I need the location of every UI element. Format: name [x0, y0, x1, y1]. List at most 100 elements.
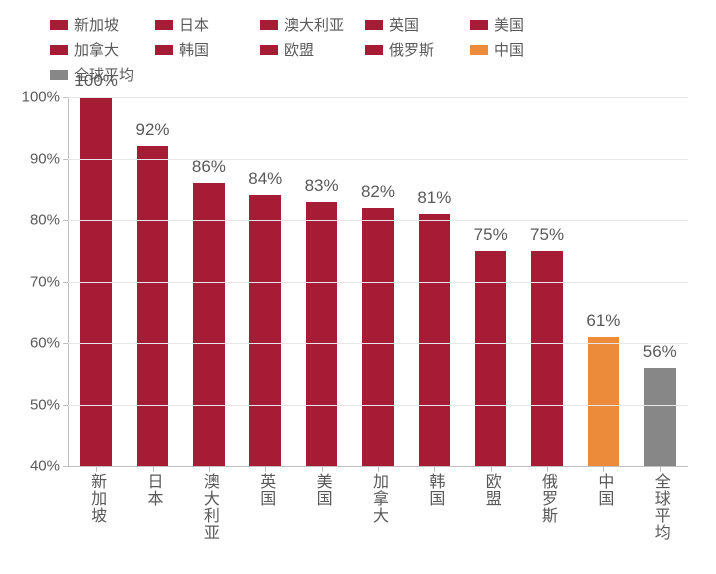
- legend-swatch: [470, 45, 488, 55]
- x-axis-label: 加拿大: [366, 473, 390, 541]
- x-axis-label: 全球平均: [648, 473, 672, 541]
- legend-item: 英国: [365, 14, 470, 35]
- x-tick-mark: [322, 467, 323, 472]
- gridline: [68, 97, 688, 98]
- legend-swatch: [50, 45, 68, 55]
- x-label-slot: 中国: [575, 467, 631, 541]
- x-axis-label: 英国: [253, 473, 277, 541]
- legend-swatch: [365, 45, 383, 55]
- legend-item: 韩国: [155, 39, 260, 60]
- y-tick-label: 90%: [30, 150, 68, 167]
- bar: 61%: [588, 337, 620, 466]
- gridline: [68, 159, 688, 160]
- bar-value-label: 86%: [192, 157, 226, 177]
- y-tick-label: 80%: [30, 212, 68, 229]
- legend-swatch: [50, 70, 68, 80]
- bar-value-label: 75%: [474, 225, 508, 245]
- x-tick-mark: [603, 467, 604, 472]
- legend-swatch: [155, 20, 173, 30]
- bar-value-label: 83%: [305, 176, 339, 196]
- x-tick-mark: [265, 467, 266, 472]
- bar: 75%: [475, 251, 507, 466]
- x-label-slot: 日本: [124, 467, 180, 541]
- legend-label: 欧盟: [284, 39, 314, 60]
- legend-item: 日本: [155, 14, 260, 35]
- x-label-slot: 欧盟: [463, 467, 519, 541]
- bar-value-label: 84%: [248, 169, 282, 189]
- legend-label: 韩国: [179, 39, 209, 60]
- bar-value-label: 56%: [643, 342, 677, 362]
- x-label-slot: 英国: [237, 467, 293, 541]
- x-label-slot: 加拿大: [350, 467, 406, 541]
- legend-item: 新加坡: [50, 14, 155, 35]
- bar: 82%: [362, 208, 394, 466]
- legend-label: 俄罗斯: [389, 39, 434, 60]
- legend-label: 加拿大: [74, 39, 119, 60]
- gridline: [68, 405, 688, 406]
- x-axis-label: 俄罗斯: [535, 473, 559, 541]
- x-label-slot: 澳大利亚: [181, 467, 237, 541]
- legend-label: 澳大利亚: [284, 14, 344, 35]
- x-tick-mark: [491, 467, 492, 472]
- x-tick-mark: [547, 467, 548, 472]
- gridline: [68, 220, 688, 221]
- y-tick-label: 50%: [30, 396, 68, 413]
- legend-item: 美国: [470, 14, 575, 35]
- y-tick-label: 70%: [30, 273, 68, 290]
- plot-area: 100%92%86%84%83%82%81%75%75%61%56% 40%50…: [68, 97, 688, 467]
- bar: 92%: [137, 146, 169, 466]
- legend-label: 新加坡: [74, 14, 119, 35]
- x-axis-label: 新加坡: [84, 473, 108, 541]
- legend-label: 英国: [389, 14, 419, 35]
- legend-label: 日本: [179, 14, 209, 35]
- legend-label: 美国: [494, 14, 524, 35]
- bar: 56%: [644, 368, 676, 466]
- x-label-slot: 新加坡: [68, 467, 124, 541]
- legend-swatch: [260, 20, 278, 30]
- x-axis-label: 美国: [310, 473, 334, 541]
- bar-value-label: 75%: [530, 225, 564, 245]
- x-axis-labels: 新加坡 日本 澳大利亚 英国美国 加拿大韩国欧盟 俄罗斯 中国 全球平均: [68, 467, 688, 541]
- x-axis-label: 澳大利亚: [197, 473, 221, 541]
- chart-container: 新加坡日本澳大利亚英国美国加拿大韩国欧盟俄罗斯中国全球平均 100%92%86%…: [0, 0, 716, 574]
- x-axis-label: 日本: [141, 473, 165, 541]
- legend-swatch: [470, 20, 488, 30]
- y-tick-label: 100%: [22, 89, 68, 106]
- x-tick-mark: [660, 467, 661, 472]
- legend-swatch: [260, 45, 278, 55]
- gridline: [68, 282, 688, 283]
- x-tick-mark: [96, 467, 97, 472]
- bar-value-label: 81%: [417, 188, 451, 208]
- x-tick-mark: [209, 467, 210, 472]
- legend-item: 俄罗斯: [365, 39, 470, 60]
- bar-value-label: 82%: [361, 182, 395, 202]
- y-tick-label: 60%: [30, 335, 68, 352]
- legend-swatch: [155, 45, 173, 55]
- legend-item: 欧盟: [260, 39, 365, 60]
- bar-value-label: 61%: [586, 311, 620, 331]
- legend-swatch: [50, 20, 68, 30]
- gridline: [68, 343, 688, 344]
- bar: 75%: [531, 251, 563, 466]
- bar: 81%: [419, 214, 451, 466]
- legend-item: 澳大利亚: [260, 14, 365, 35]
- bar: 83%: [306, 202, 338, 466]
- x-axis-label: 中国: [591, 473, 615, 541]
- legend-swatch: [365, 20, 383, 30]
- x-tick-mark: [153, 467, 154, 472]
- x-tick-mark: [378, 467, 379, 472]
- legend-label: 中国: [494, 39, 524, 60]
- bar-value-label: 100%: [74, 71, 117, 91]
- x-label-slot: 韩国: [406, 467, 462, 541]
- bar: 84%: [249, 195, 281, 466]
- x-axis-label: 欧盟: [479, 473, 503, 541]
- x-label-slot: 俄罗斯: [519, 467, 575, 541]
- bar: 86%: [193, 183, 225, 466]
- x-label-slot: 美国: [293, 467, 349, 541]
- x-tick-mark: [434, 467, 435, 472]
- y-tick-label: 40%: [30, 458, 68, 475]
- x-label-slot: 全球平均: [632, 467, 688, 541]
- bar-value-label: 92%: [136, 120, 170, 140]
- legend-item: 中国: [470, 39, 575, 60]
- legend-item: 加拿大: [50, 39, 155, 60]
